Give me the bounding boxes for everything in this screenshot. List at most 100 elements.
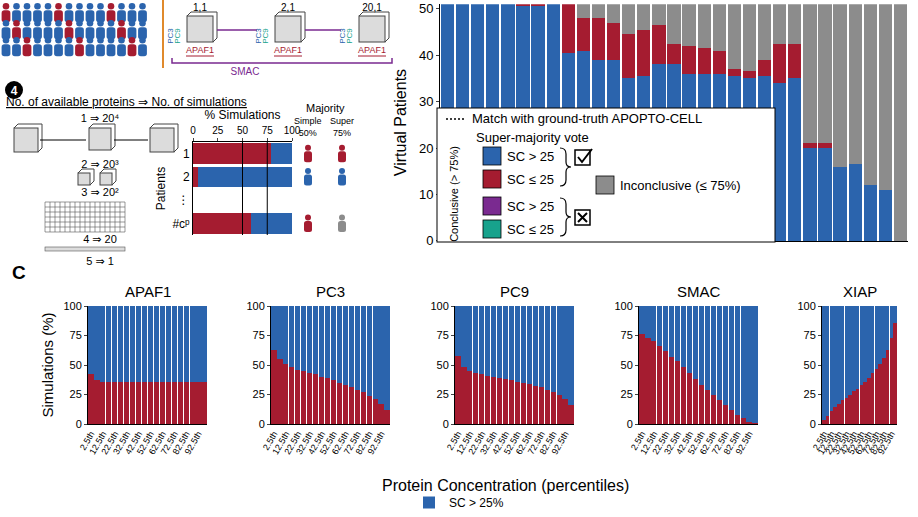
svg-text:PC9: PC9 xyxy=(345,28,354,44)
svg-text:50: 50 xyxy=(437,359,449,371)
svg-text:Majority: Majority xyxy=(306,102,345,114)
svg-text:50: 50 xyxy=(253,359,265,371)
svg-text:62.5th: 62.5th xyxy=(514,430,535,457)
svg-text:2.5th: 2.5th xyxy=(811,430,830,452)
svg-text:20: 20 xyxy=(419,141,433,156)
svg-text:0: 0 xyxy=(76,418,82,430)
svg-text:12.5th: 12.5th xyxy=(454,430,475,457)
svg-text:SC ≤ 25: SC ≤ 25 xyxy=(507,172,554,187)
svg-text:2 ⇒ 20³: 2 ⇒ 20³ xyxy=(81,158,119,170)
svg-text:4 ⇒ 20: 4 ⇒ 20 xyxy=(83,233,117,245)
svg-text:42.5th: 42.5th xyxy=(306,430,327,457)
svg-text:0: 0 xyxy=(627,418,633,430)
svg-text:SMAC: SMAC xyxy=(231,66,260,77)
svg-text:2.5th: 2.5th xyxy=(445,430,464,452)
svg-text:72.5th: 72.5th xyxy=(526,430,547,457)
svg-text:72.5th: 72.5th xyxy=(159,430,180,457)
svg-text:32.5th: 32.5th xyxy=(294,430,315,457)
svg-text:92.5th: 92.5th xyxy=(366,430,387,457)
svg-text:22.5th: 22.5th xyxy=(823,430,844,457)
svg-text:1: 1 xyxy=(183,147,190,161)
svg-text:Virtual Patients: Virtual Patients xyxy=(392,69,409,176)
svg-text:PC3: PC3 xyxy=(338,28,347,44)
svg-text:Simulations (%): Simulations (%) xyxy=(39,312,56,417)
svg-text:No. of available proteins ⇒ No: No. of available proteins ⇒ No. of simul… xyxy=(6,95,247,109)
svg-text:42.5th: 42.5th xyxy=(123,430,144,457)
svg-text:32.5th: 32.5th xyxy=(111,430,132,457)
svg-text:5 ⇒ 1: 5 ⇒ 1 xyxy=(86,255,114,267)
svg-text:0: 0 xyxy=(443,418,449,430)
svg-text:0: 0 xyxy=(426,233,433,248)
svg-text:50: 50 xyxy=(237,125,249,136)
svg-text:12.5th: 12.5th xyxy=(87,430,108,457)
svg-text:100: 100 xyxy=(614,300,632,312)
svg-text:42.5th: 42.5th xyxy=(674,430,695,457)
svg-text:2: 2 xyxy=(183,170,190,184)
svg-text:20,1: 20,1 xyxy=(362,2,382,13)
svg-text:92.5th: 92.5th xyxy=(183,430,204,457)
svg-text:22.5th: 22.5th xyxy=(650,430,671,457)
svg-text:92.5th: 92.5th xyxy=(876,430,897,457)
svg-text:72.5th: 72.5th xyxy=(710,430,731,457)
svg-text:PC3: PC3 xyxy=(254,28,263,44)
svg-text:25: 25 xyxy=(621,388,633,400)
svg-text:0: 0 xyxy=(190,125,196,136)
svg-text:C: C xyxy=(12,262,26,283)
svg-text:50: 50 xyxy=(621,359,633,371)
svg-text:XIAP: XIAP xyxy=(843,283,877,300)
svg-text:2,1: 2,1 xyxy=(281,2,295,13)
svg-text:62.5th: 62.5th xyxy=(330,430,351,457)
svg-text:32.5th: 32.5th xyxy=(478,430,499,457)
svg-text:SC > 25%: SC > 25% xyxy=(449,496,504,510)
svg-text:50: 50 xyxy=(804,359,816,371)
svg-text:52.5th: 52.5th xyxy=(502,430,523,457)
svg-text:82.5th: 82.5th xyxy=(538,430,559,457)
svg-text:82.5th: 82.5th xyxy=(722,430,743,457)
svg-text:75: 75 xyxy=(253,329,265,341)
svg-text:100: 100 xyxy=(246,300,264,312)
svg-text:25: 25 xyxy=(437,388,449,400)
svg-text:12.5th: 12.5th xyxy=(270,430,291,457)
svg-text:100: 100 xyxy=(63,300,81,312)
svg-text:0: 0 xyxy=(259,418,265,430)
svg-text:50: 50 xyxy=(419,1,433,16)
svg-text:% Simulations: % Simulations xyxy=(204,108,280,122)
svg-text:2.5th: 2.5th xyxy=(629,430,648,452)
svg-text:Inconclusive (≤ 75%): Inconclusive (≤ 75%) xyxy=(620,178,741,193)
svg-text:50: 50 xyxy=(70,359,82,371)
svg-text:SC > 25: SC > 25 xyxy=(507,149,554,164)
svg-text:1 ⇒ 20⁴: 1 ⇒ 20⁴ xyxy=(81,112,120,124)
svg-text:12.5th: 12.5th xyxy=(638,430,659,457)
svg-text:PC9: PC9 xyxy=(500,283,529,300)
svg-text:72.5th: 72.5th xyxy=(861,430,882,457)
svg-text:Super-majority vote: Super-majority vote xyxy=(476,130,589,145)
svg-text:Match with ground-truth APOPTO: Match with ground-truth APOPTO-CELL xyxy=(472,111,702,126)
svg-text:25: 25 xyxy=(253,388,265,400)
svg-text:4: 4 xyxy=(11,84,18,98)
svg-text:75: 75 xyxy=(262,125,274,136)
svg-text:100: 100 xyxy=(797,300,815,312)
svg-text:Simple50%: Simple50% xyxy=(294,116,322,138)
svg-text:75: 75 xyxy=(437,329,449,341)
svg-text:PC9: PC9 xyxy=(261,28,270,44)
svg-text:25: 25 xyxy=(804,388,816,400)
svg-text:0: 0 xyxy=(810,418,816,430)
svg-text:2.5th: 2.5th xyxy=(78,430,97,452)
svg-text:100: 100 xyxy=(284,125,301,136)
svg-text:25: 25 xyxy=(70,388,82,400)
svg-text:3 ⇒ 20²: 3 ⇒ 20² xyxy=(81,186,119,198)
svg-text:APAF1: APAF1 xyxy=(274,45,302,55)
svg-text:52.5th: 52.5th xyxy=(135,430,156,457)
svg-text:PC3: PC3 xyxy=(166,28,175,44)
svg-text:100: 100 xyxy=(430,300,448,312)
svg-text:62.5th: 62.5th xyxy=(698,430,719,457)
svg-text:APAF1: APAF1 xyxy=(358,45,386,55)
svg-text:62.5th: 62.5th xyxy=(147,430,168,457)
svg-text:22.5th: 22.5th xyxy=(282,430,303,457)
svg-text:82.5th: 82.5th xyxy=(171,430,192,457)
svg-text:PC9: PC9 xyxy=(173,28,182,44)
svg-text:42.5th: 42.5th xyxy=(490,430,511,457)
svg-text:SC > 25: SC > 25 xyxy=(507,199,554,214)
svg-text:25: 25 xyxy=(212,125,224,136)
svg-text:Protein Concentration (percent: Protein Concentration (percentiles) xyxy=(382,477,629,494)
